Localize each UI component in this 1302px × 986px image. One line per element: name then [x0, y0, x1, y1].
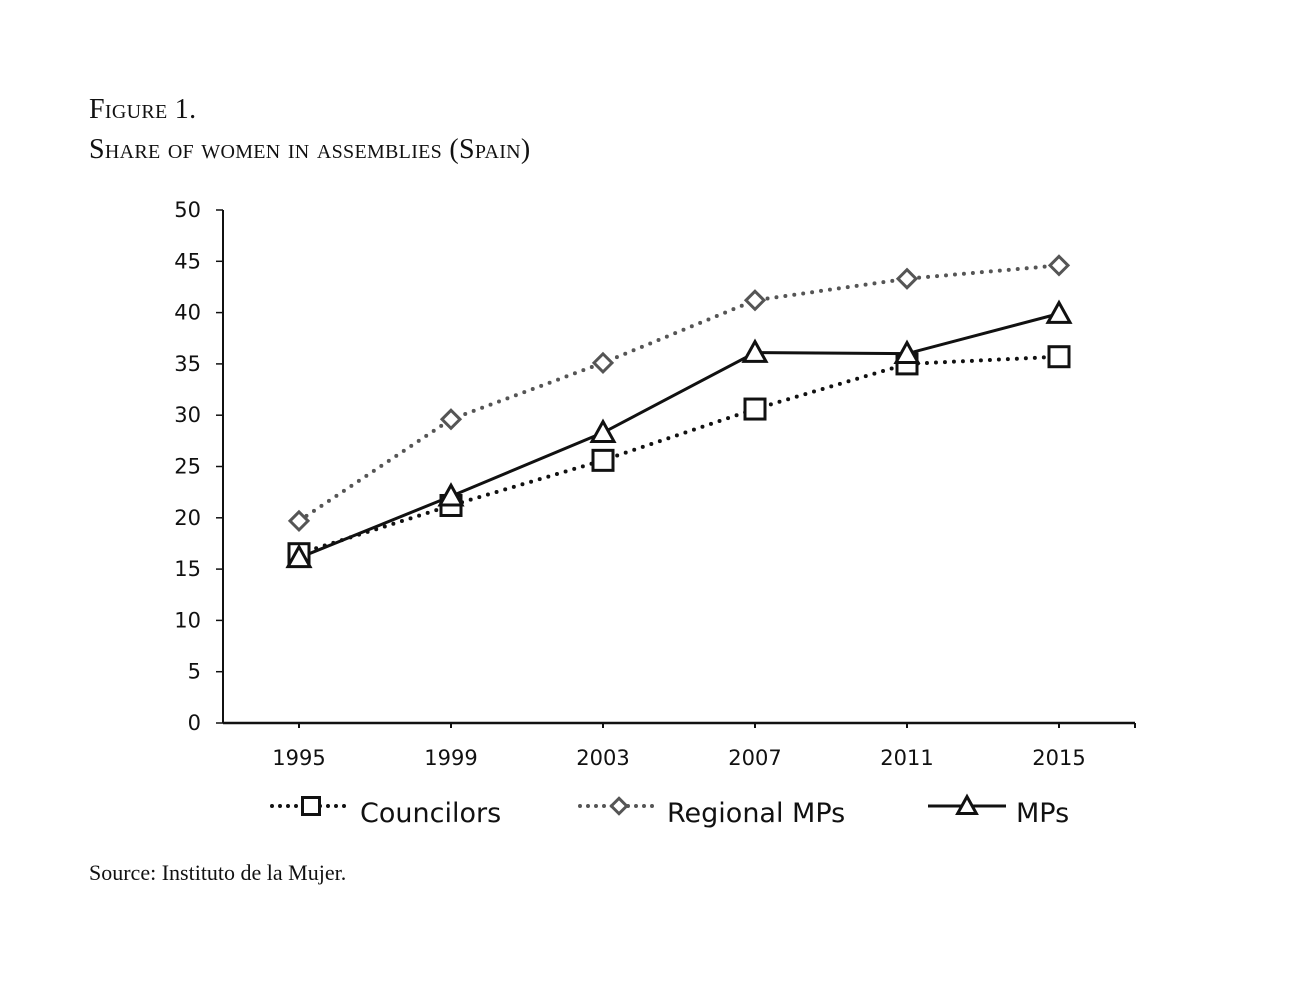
legend-marker-councilors	[301, 796, 321, 816]
series-line-regional-mps	[297, 263, 1061, 523]
data-point-mps	[893, 339, 921, 364]
data-point-councilors	[1047, 345, 1071, 369]
data-point-regional-mps	[1047, 254, 1071, 277]
x-tick-label: 1995	[272, 746, 325, 770]
figure-label: Figure 1.	[89, 94, 197, 125]
legend-marker-regional-mps	[609, 796, 629, 816]
series-line-mps	[298, 312, 1060, 560]
data-point-councilors	[743, 397, 767, 421]
legend-item-mps: MPs	[928, 793, 1069, 829]
y-tick-label: 0	[188, 711, 201, 735]
y-tick-label: 40	[174, 301, 201, 325]
data-point-regional-mps	[895, 267, 919, 290]
data-point-regional-mps	[743, 289, 767, 312]
data-point-regional-mps	[439, 408, 463, 431]
x-tick-label: 1999	[424, 746, 477, 770]
data-point-mps	[589, 418, 617, 443]
y-tick-label: 50	[174, 198, 201, 222]
figure-title: Share of women in assemblies (Spain)	[89, 134, 531, 165]
data-point-mps	[437, 482, 465, 507]
data-point-mps	[285, 543, 313, 569]
y-tick-label: 20	[174, 506, 201, 530]
y-tick-label: 30	[174, 403, 201, 427]
x-tick-label: 2007	[728, 746, 781, 770]
legend-item-councilors: Councilors	[270, 796, 501, 829]
series-line-councilors	[297, 354, 1061, 556]
data-point-mps	[741, 338, 769, 363]
x-tick-label: 2015	[1032, 746, 1085, 770]
legend-marker-mps	[955, 793, 979, 815]
y-tick-label: 5	[188, 660, 201, 684]
axes: 0 5 10 15 20 25 30 35 40 45 50 1995 1999 2003 2007 2011…	[174, 198, 1136, 770]
legend-item-regional-mps: Regional MPs	[578, 796, 845, 829]
data-point-mps	[1045, 299, 1073, 324]
y-tick-label: 15	[174, 557, 201, 581]
y-tick-label: 25	[174, 455, 201, 479]
y-tick-label: 35	[174, 352, 201, 376]
legend-label-mps: MPs	[1016, 798, 1069, 829]
y-tick-label: 45	[174, 249, 201, 273]
data-point-councilors	[591, 448, 615, 472]
legend-label-councilors: Councilors	[360, 798, 501, 829]
x-tick-label: 2011	[880, 746, 933, 770]
legend-label-regional-mps: Regional MPs	[667, 798, 845, 829]
series-layer	[285, 254, 1073, 569]
data-point-regional-mps	[591, 351, 615, 374]
legend: Councilors Regional MPs MPs	[270, 793, 1069, 829]
data-point-regional-mps	[287, 509, 311, 532]
source-note: Source: Instituto de la Mujer.	[89, 860, 347, 885]
x-tick-label: 2003	[576, 746, 629, 770]
y-tick-label: 10	[174, 608, 201, 632]
